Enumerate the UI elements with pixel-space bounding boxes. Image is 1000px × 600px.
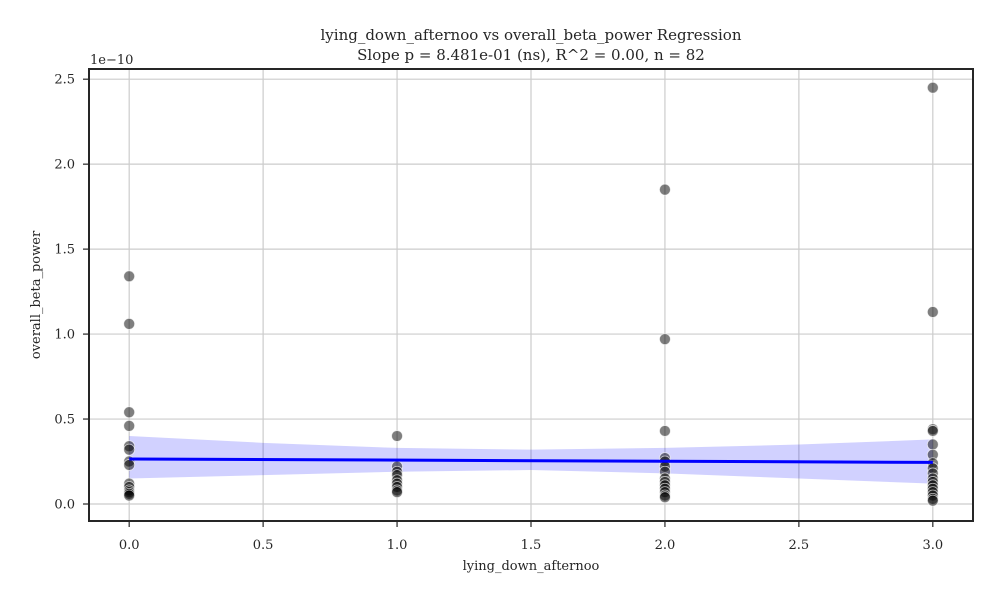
x-tick-label-1: 0.5 (253, 538, 274, 553)
data-point-40 (926, 425, 939, 437)
y-scale-label: 1e−10 (90, 53, 133, 68)
data-point-13 (123, 489, 136, 502)
y-tick-label-1: 0.5 (54, 413, 75, 428)
x-tick-label-2: 1.0 (387, 538, 408, 553)
y-tick-label-2: 1.0 (54, 328, 75, 343)
data-point-14 (391, 430, 403, 442)
y-tick-label-5: 2.5 (54, 73, 75, 88)
grid-lines (89, 69, 973, 521)
data-point-3 (123, 419, 136, 432)
data-point-22 (391, 486, 403, 499)
data-point-36 (659, 491, 671, 504)
data-point-38 (926, 306, 939, 318)
chart-subtitle: Slope p = 8.481e-01 (ns), R^2 = 0.00, n … (357, 46, 705, 64)
data-point-41 (926, 438, 939, 451)
data-point-23 (659, 183, 671, 196)
data-point-53 (926, 494, 939, 507)
regression-line (129, 457, 933, 464)
y-tick-label-0: 0.0 (54, 498, 75, 513)
y-tick-label-3: 1.5 (54, 243, 75, 258)
data-point-24 (659, 333, 671, 346)
data-point-2 (123, 406, 136, 419)
x-tick-label-5: 2.5 (789, 538, 810, 553)
data-point-1 (123, 317, 136, 330)
x-axis-label: lying_down_afternoo (463, 559, 600, 574)
y-tick-label-4: 2.0 (54, 158, 75, 173)
x-tick-label-0: 0.0 (119, 538, 140, 553)
x-tick-label-6: 3.0 (922, 538, 943, 553)
x-tick-label-4: 2.0 (655, 538, 676, 553)
data-points (123, 81, 939, 507)
y-axis-label: overall_beta_power (29, 230, 44, 359)
data-point-37 (926, 81, 939, 94)
data-point-5 (123, 443, 136, 456)
data-point-0 (123, 270, 136, 283)
x-axis: 0.0 0.5 1.0 1.5 2.0 2.5 3.0 (119, 521, 943, 553)
regression-fit-line (129, 457, 933, 464)
data-point-25 (659, 425, 671, 437)
data-point-7 (123, 459, 136, 471)
y-axis: 0.0 0.5 1.0 1.5 2.0 2.5 (54, 73, 89, 513)
x-tick-label-3: 1.5 (521, 538, 542, 553)
chart-title: lying_down_afternoo vs overall_beta_powe… (321, 26, 742, 44)
